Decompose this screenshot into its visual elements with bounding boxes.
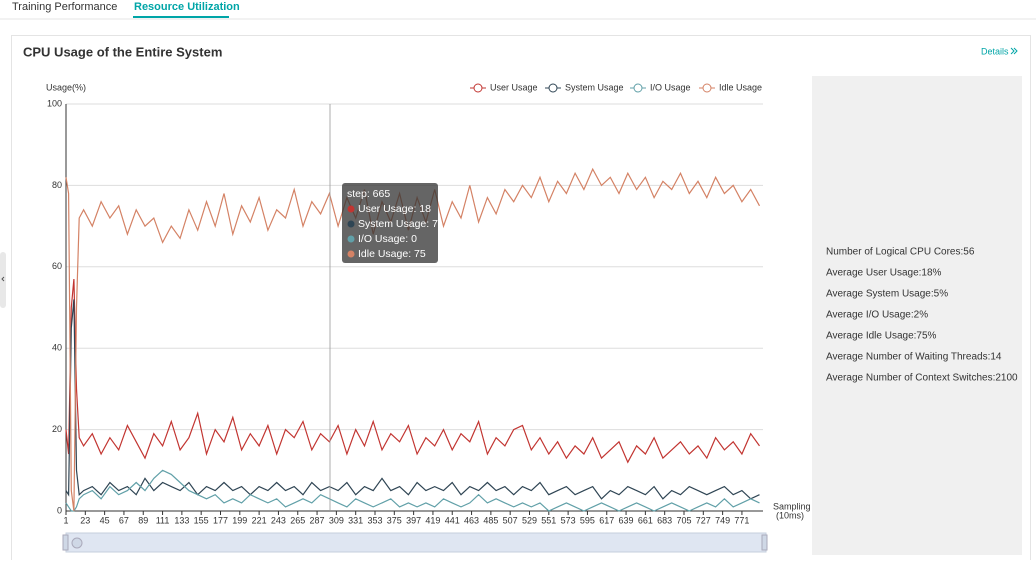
x-axis-label: Sampling [773, 501, 811, 511]
zoom-knob[interactable] [71, 537, 83, 549]
x-tick-label: 485 [483, 515, 498, 525]
x-tick-label: 661 [638, 515, 653, 525]
stat-line: Average I/O Usage:2% [826, 310, 928, 321]
zoom-handle[interactable] [62, 534, 69, 551]
y-tick-label: 20 [52, 424, 62, 434]
tooltip-dot [347, 235, 355, 243]
x-tick-label: 573 [561, 515, 576, 525]
tab[interactable]: Training Performance [12, 1, 117, 13]
x-tick-label: 683 [657, 515, 672, 525]
x-tick-label: 705 [676, 515, 691, 525]
tooltip-line: User Usage: 18 [358, 203, 431, 215]
stat-line: Average Idle Usage:75% [826, 331, 937, 342]
details-chevron [1010, 47, 1018, 55]
tab-underline [133, 16, 229, 18]
series-line [65, 469, 760, 512]
stat-line: Average Number of Waiting Threads:14 [826, 352, 1002, 363]
x-tick-label: 331 [348, 515, 363, 525]
x-tick-label: 375 [387, 515, 402, 525]
x-tick-label: 133 [174, 515, 189, 525]
legend-label[interactable]: Idle Usage [719, 82, 762, 92]
x-tick-label: 67 [119, 515, 129, 525]
zoom-slider[interactable] [65, 532, 767, 553]
x-tick-label: 243 [271, 515, 286, 525]
y-axis-label: Usage(%) [46, 82, 86, 92]
tooltip-line: I/O Usage: 0 [358, 233, 417, 245]
legend-label[interactable]: System Usage [565, 82, 624, 92]
tooltip: step: 665 User Usage: 18 System Usage: 7 I… [342, 183, 438, 263]
x-tick-label: 287 [310, 515, 325, 525]
x-tick-label: 507 [503, 515, 518, 525]
card-title: CPU Usage of the Entire System [23, 44, 222, 59]
stat-line: Number of Logical CPU Cores:56 [826, 247, 975, 258]
stat-line: Average User Usage:18% [826, 268, 942, 279]
x-tick-label: 771 [734, 515, 749, 525]
zoom-handle[interactable] [761, 534, 768, 551]
x-tick-label: 221 [252, 515, 267, 525]
x-tick-label: 551 [541, 515, 556, 525]
x-tick-label: 727 [696, 515, 711, 525]
x-tick-label: 441 [445, 515, 460, 525]
x-tick-label: 419 [425, 515, 440, 525]
x-tick-label: 529 [522, 515, 537, 525]
x-tick-label: 309 [329, 515, 344, 525]
x-tick-label: 595 [580, 515, 595, 525]
x-tick-label: 265 [290, 515, 305, 525]
y-tick-label: 100 [47, 98, 62, 108]
tooltip-dot [347, 205, 355, 213]
tooltip-dot [347, 250, 355, 258]
tooltip-title: step: 665 [347, 188, 390, 200]
x-tick-label: 639 [619, 515, 634, 525]
x-tick-label: 1 [63, 515, 68, 525]
x-tick-label: 89 [138, 515, 148, 525]
x-axis-label: (10ms) [776, 510, 804, 520]
x-tick-label: 749 [715, 515, 730, 525]
legend-marker [473, 83, 483, 93]
tooltip-dot [347, 220, 355, 228]
stats-panel [812, 76, 1022, 555]
x-tick-label: 45 [100, 515, 110, 525]
stat-line: Average Number of Context Switches:2100 [826, 373, 1018, 384]
series-line [65, 278, 760, 464]
tooltip-line: System Usage: 7 [358, 218, 438, 230]
legend-marker [548, 83, 558, 93]
legend-label[interactable]: I/O Usage [650, 82, 691, 92]
y-tick-label: 40 [52, 343, 62, 353]
x-tick-label: 199 [232, 515, 247, 525]
y-tick-label: 60 [52, 261, 62, 271]
x-tick-label: 155 [194, 515, 209, 525]
x-tick-label: 177 [213, 515, 228, 525]
tab-active[interactable]: Resource Utilization [134, 1, 240, 13]
legend-marker [633, 83, 643, 93]
x-tick-label: 463 [464, 515, 479, 525]
x-tick-label: 353 [367, 515, 382, 525]
x-tick-label: 617 [599, 515, 614, 525]
legend-label[interactable]: User Usage [490, 82, 538, 92]
y-tick-label: 0 [57, 505, 62, 515]
y-tick-label: 80 [52, 180, 62, 190]
legend-marker [702, 83, 712, 93]
x-tick-label: 397 [406, 515, 421, 525]
stat-line: Average System Usage:5% [826, 289, 948, 300]
side-toggle-arrow [1, 276, 5, 282]
tooltip-box [342, 183, 438, 263]
details-link[interactable]: Details [981, 46, 1009, 56]
x-tick-label: 23 [80, 515, 90, 525]
series-line [65, 299, 760, 500]
x-tick-label: 111 [156, 515, 170, 525]
tooltip-line: Idle Usage: 75 [358, 248, 426, 260]
